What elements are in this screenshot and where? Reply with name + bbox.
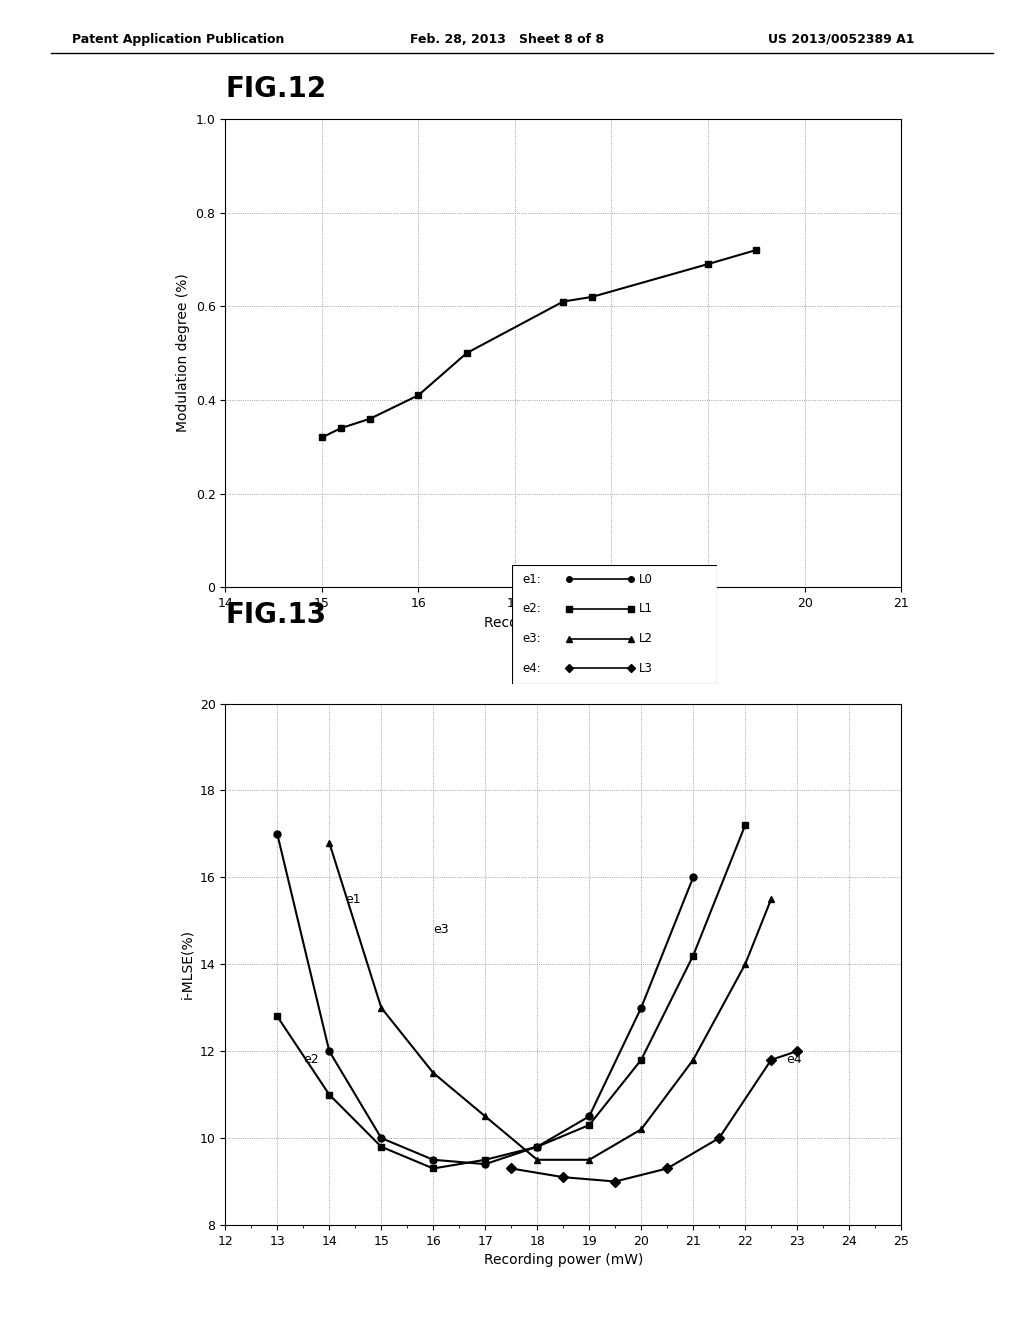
Text: e4: e4 (786, 1053, 803, 1067)
Text: e3:: e3: (522, 632, 541, 645)
Text: Feb. 28, 2013   Sheet 8 of 8: Feb. 28, 2013 Sheet 8 of 8 (410, 33, 604, 46)
X-axis label: Recording power (mW): Recording power (mW) (483, 615, 643, 630)
Text: L1: L1 (639, 602, 653, 615)
Y-axis label: Modulation degree (%): Modulation degree (%) (176, 273, 190, 433)
Text: e1:: e1: (522, 573, 541, 586)
Text: e4:: e4: (522, 661, 541, 675)
X-axis label: Recording power (mW): Recording power (mW) (483, 1253, 643, 1267)
Text: e1: e1 (345, 892, 360, 906)
Text: L0: L0 (639, 573, 653, 586)
Text: FIG.13: FIG.13 (225, 601, 327, 628)
Text: L2: L2 (639, 632, 653, 645)
Text: e3: e3 (433, 923, 449, 936)
Text: Patent Application Publication: Patent Application Publication (72, 33, 284, 46)
Text: L3: L3 (639, 661, 653, 675)
Text: e2: e2 (303, 1053, 318, 1067)
Text: FIG.12: FIG.12 (225, 75, 327, 103)
Text: e2:: e2: (522, 602, 541, 615)
Y-axis label: i-MLSE(%): i-MLSE(%) (180, 929, 195, 999)
Text: US 2013/0052389 A1: US 2013/0052389 A1 (768, 33, 914, 46)
